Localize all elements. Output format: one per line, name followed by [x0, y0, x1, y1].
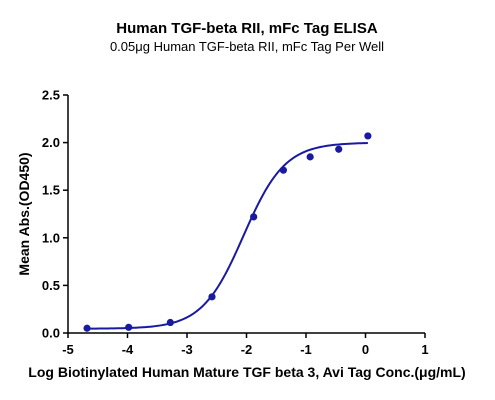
x-tick-label: 1	[421, 342, 428, 357]
x-axis-label: Log Biotinylated Human Mature TGF beta 3…	[28, 364, 465, 380]
chart-title: Human TGF-beta RII, mFc Tag ELISA	[116, 20, 378, 37]
y-tick-label: 2.0	[42, 135, 60, 150]
axes	[67, 95, 425, 334]
x-tick-label: -1	[300, 342, 312, 357]
data-point	[125, 323, 133, 331]
x-tick-label: -2	[241, 342, 253, 357]
x-tick-label: -3	[181, 342, 193, 357]
y-tick-label: 2.5	[42, 88, 60, 103]
data-point	[83, 324, 91, 332]
y-tick-label: 0.0	[42, 326, 60, 341]
data-point	[250, 213, 258, 221]
chart-subtitle: 0.05μg Human TGF-beta RII, mFc Tag Per W…	[110, 39, 384, 54]
x-axis-ticks: -5 -4 -3 -2 -1 0 1	[62, 333, 429, 357]
y-tick-label: 0.5	[42, 278, 60, 293]
x-tick-label: -5	[62, 342, 74, 357]
y-tick-label: 1.0	[42, 230, 60, 245]
data-points	[83, 132, 372, 332]
data-point	[306, 153, 314, 161]
data-point	[335, 145, 343, 153]
x-tick-label: 0	[362, 342, 369, 357]
y-axis-ticks: 0.0 0.5 1.0 1.5 2.0 2.5	[42, 88, 68, 341]
x-tick-label: -4	[122, 342, 134, 357]
fit-curve	[87, 142, 368, 330]
data-point	[166, 318, 174, 327]
y-tick-label: 1.5	[42, 183, 60, 198]
data-point	[364, 132, 372, 140]
y-axis-label: Mean Abs.(OD450)	[16, 152, 32, 275]
data-point	[279, 166, 287, 174]
data-point	[208, 293, 216, 301]
